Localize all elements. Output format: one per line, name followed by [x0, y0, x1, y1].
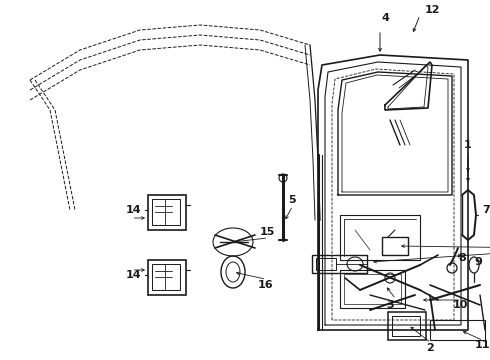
Text: 15: 15 [259, 227, 275, 237]
Bar [382, 237, 408, 255]
Bar [148, 260, 186, 295]
Bar [388, 312, 426, 340]
Text: 10: 10 [452, 300, 467, 310]
Bar [152, 264, 180, 290]
Text: 16: 16 [257, 280, 273, 290]
Bar [152, 199, 180, 225]
Text: 11: 11 [474, 340, 490, 350]
Text: 3: 3 [386, 300, 394, 310]
Bar [392, 316, 420, 336]
Text: 8: 8 [458, 253, 466, 263]
Text: 1: 1 [464, 140, 472, 150]
Bar [430, 320, 485, 340]
Text: 2: 2 [426, 343, 434, 353]
Text: 12: 12 [424, 5, 440, 15]
Text: 7: 7 [482, 205, 490, 215]
Text: 5: 5 [288, 195, 296, 205]
Bar [316, 258, 336, 270]
Text: 14: 14 [125, 205, 141, 215]
Text: 9: 9 [474, 257, 482, 267]
Bar [340, 270, 405, 308]
Bar [340, 215, 420, 260]
Bar [344, 274, 401, 304]
Text: 14: 14 [125, 270, 141, 280]
Bar [148, 195, 186, 230]
Text: 4: 4 [381, 13, 389, 23]
Bar [312, 255, 367, 273]
